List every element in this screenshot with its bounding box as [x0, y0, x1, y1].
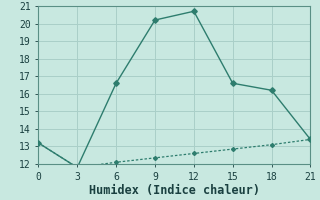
X-axis label: Humidex (Indice chaleur): Humidex (Indice chaleur) [89, 184, 260, 197]
